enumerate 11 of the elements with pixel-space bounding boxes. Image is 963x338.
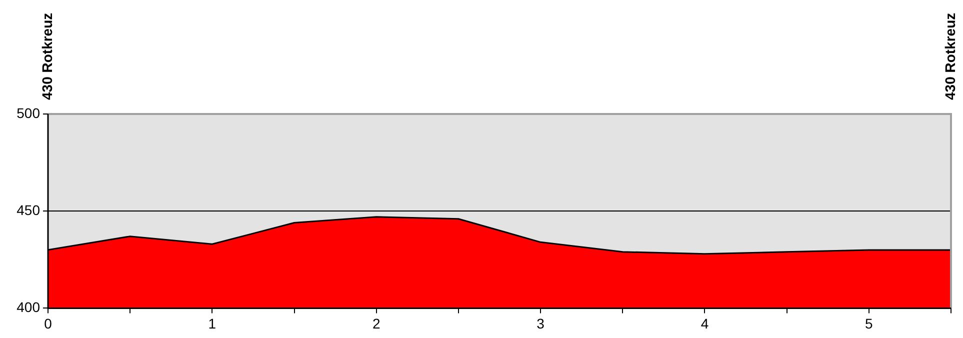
y-tick-label: 450	[16, 202, 40, 218]
x-tick-label: 4	[700, 315, 709, 332]
text: 430 Rotkreuz	[38, 12, 55, 100]
x-tick-label: 3	[536, 315, 545, 332]
y-tick-label: 500	[16, 104, 40, 121]
x-tick-label: 2	[372, 315, 380, 332]
x-tick-label: 1	[208, 315, 216, 332]
text: 430 Rotkreuz	[942, 12, 958, 100]
x-tick-label: 5	[865, 315, 874, 332]
y-tick-label: 400	[16, 299, 40, 316]
x-tick-label: 0	[44, 315, 52, 332]
